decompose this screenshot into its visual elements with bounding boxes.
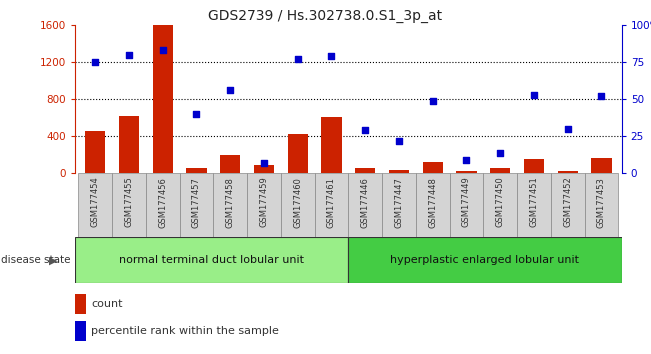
Bar [214,173,247,237]
Bar [517,173,551,237]
Bar [483,173,517,237]
Text: GSM177449: GSM177449 [462,177,471,227]
Bar [422,162,443,173]
Bar [450,173,483,237]
Text: GSM177447: GSM177447 [395,177,404,228]
Bar [118,116,139,173]
Bar [180,173,214,237]
Bar [146,173,180,237]
Text: normal terminal duct lobular unit: normal terminal duct lobular unit [119,255,304,265]
Bar [75,294,86,314]
Point [124,52,134,57]
Point [158,47,168,53]
Text: GDS2739 / Hs.302738.0.S1_3p_at: GDS2739 / Hs.302738.0.S1_3p_at [208,9,443,23]
Bar [416,173,450,237]
Text: GSM177446: GSM177446 [361,177,370,228]
Point [461,157,471,163]
Bar [314,173,348,237]
Text: GSM177458: GSM177458 [226,177,234,228]
Bar [490,169,510,173]
Text: GSM177461: GSM177461 [327,177,336,228]
Point [292,56,303,62]
Text: GSM177456: GSM177456 [158,177,167,228]
Bar [220,155,240,173]
Point [529,92,539,97]
Text: GSM177453: GSM177453 [597,177,606,228]
Text: GSM177457: GSM177457 [192,177,201,228]
Point [562,126,573,132]
Bar [322,117,342,173]
Bar [254,165,274,173]
Text: GSM177452: GSM177452 [563,177,572,227]
Point [495,150,505,155]
Text: percentile rank within the sample: percentile rank within the sample [91,326,279,336]
Bar [355,169,375,173]
Bar [591,158,611,173]
Bar [456,171,477,173]
Bar [75,237,348,283]
Bar [382,173,416,237]
Point [90,59,100,65]
Bar [348,237,622,283]
Text: hyperplastic enlarged lobular unit: hyperplastic enlarged lobular unit [391,255,579,265]
Text: count: count [91,299,123,309]
Text: GSM177450: GSM177450 [495,177,505,227]
Bar [75,321,86,341]
Bar [557,171,578,173]
Point [191,111,202,117]
Bar [348,173,382,237]
Bar [524,159,544,173]
Text: GSM177459: GSM177459 [259,177,268,227]
Bar [551,173,585,237]
Bar [186,169,206,173]
Point [225,87,236,93]
Bar [281,173,314,237]
Bar [247,173,281,237]
Text: GSM177455: GSM177455 [124,177,133,227]
Point [596,93,607,99]
Point [326,53,337,59]
Text: GSM177454: GSM177454 [90,177,100,227]
Text: ▶: ▶ [49,255,57,265]
Text: GSM177448: GSM177448 [428,177,437,228]
Point [258,160,269,166]
Text: GSM177451: GSM177451 [529,177,538,227]
Bar [585,173,618,237]
Bar [78,173,112,237]
Point [394,138,404,144]
Text: GSM177460: GSM177460 [293,177,302,228]
Bar [389,170,409,173]
Bar [112,173,146,237]
Bar [288,133,308,173]
Bar [152,25,173,173]
Point [428,98,438,103]
Point [360,127,370,133]
Text: disease state: disease state [1,255,71,265]
Bar [85,131,105,173]
